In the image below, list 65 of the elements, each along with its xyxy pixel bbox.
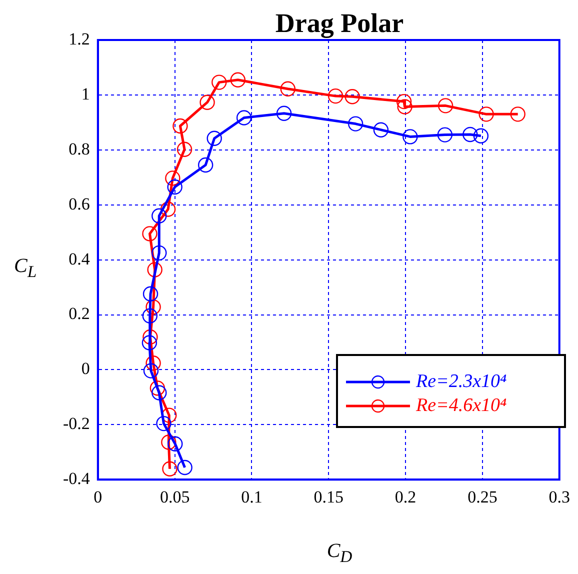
point xyxy=(168,436,183,452)
point xyxy=(200,94,215,110)
y-tick-label: 0.4 xyxy=(68,249,90,268)
point xyxy=(143,363,159,378)
point xyxy=(438,98,454,114)
point xyxy=(437,127,453,142)
point xyxy=(206,130,222,146)
point xyxy=(142,329,158,345)
y-axis-title: C$_{L}$ xyxy=(14,255,37,282)
point xyxy=(510,106,526,122)
point xyxy=(348,116,364,132)
point xyxy=(344,89,360,104)
point xyxy=(328,88,344,104)
point xyxy=(396,94,412,110)
point xyxy=(236,110,252,126)
x-tick-label: 0.1 xyxy=(241,487,262,506)
x-tick-label: 0 xyxy=(94,487,102,506)
point xyxy=(152,245,167,261)
point xyxy=(276,106,292,121)
y-tick-label: -0.2 xyxy=(62,414,90,434)
chart-title: Drag Polar xyxy=(274,8,405,39)
point xyxy=(172,118,188,134)
legend-label: Re=4.6x10⁴ xyxy=(416,395,507,417)
point xyxy=(147,262,162,278)
x-tick-label: 0.15 xyxy=(314,487,344,506)
point xyxy=(142,226,158,242)
point xyxy=(230,72,246,88)
point xyxy=(176,142,192,157)
legend-label: Re=2.3x10⁴ xyxy=(416,371,507,393)
point xyxy=(146,356,161,371)
x-axis-title: C$_{D}$ xyxy=(326,540,354,567)
y-tick-label: 0 xyxy=(81,359,90,378)
point xyxy=(177,460,192,476)
x-tick-label: 0.05 xyxy=(160,487,190,506)
point xyxy=(198,157,214,173)
point xyxy=(146,299,161,315)
point xyxy=(478,106,494,122)
point xyxy=(402,129,418,144)
point xyxy=(152,385,167,400)
y-tick-label: 1.2 xyxy=(68,29,90,48)
y-tick-label: 0.8 xyxy=(68,139,90,158)
point xyxy=(142,286,158,302)
point xyxy=(462,126,478,142)
point xyxy=(142,308,158,324)
y-tick-label: 0.2 xyxy=(68,304,90,324)
y-tick-label: 0.6 xyxy=(68,194,90,214)
point xyxy=(162,461,178,476)
point xyxy=(152,208,167,224)
x-tick-label: 0.3 xyxy=(548,487,570,506)
point xyxy=(142,335,158,350)
point xyxy=(373,122,389,138)
x-tick-label: 0.25 xyxy=(468,487,498,506)
point xyxy=(161,434,176,450)
point xyxy=(156,416,172,432)
y-tick-label: 1 xyxy=(81,84,90,104)
point xyxy=(280,81,296,97)
point xyxy=(160,202,176,217)
point xyxy=(473,128,489,144)
x-tick-label: 0.2 xyxy=(394,487,416,506)
point xyxy=(165,170,180,186)
point xyxy=(167,179,182,195)
point xyxy=(397,99,412,114)
point xyxy=(212,74,227,90)
y-tick-label: -0.4 xyxy=(62,469,90,488)
point xyxy=(150,380,166,396)
